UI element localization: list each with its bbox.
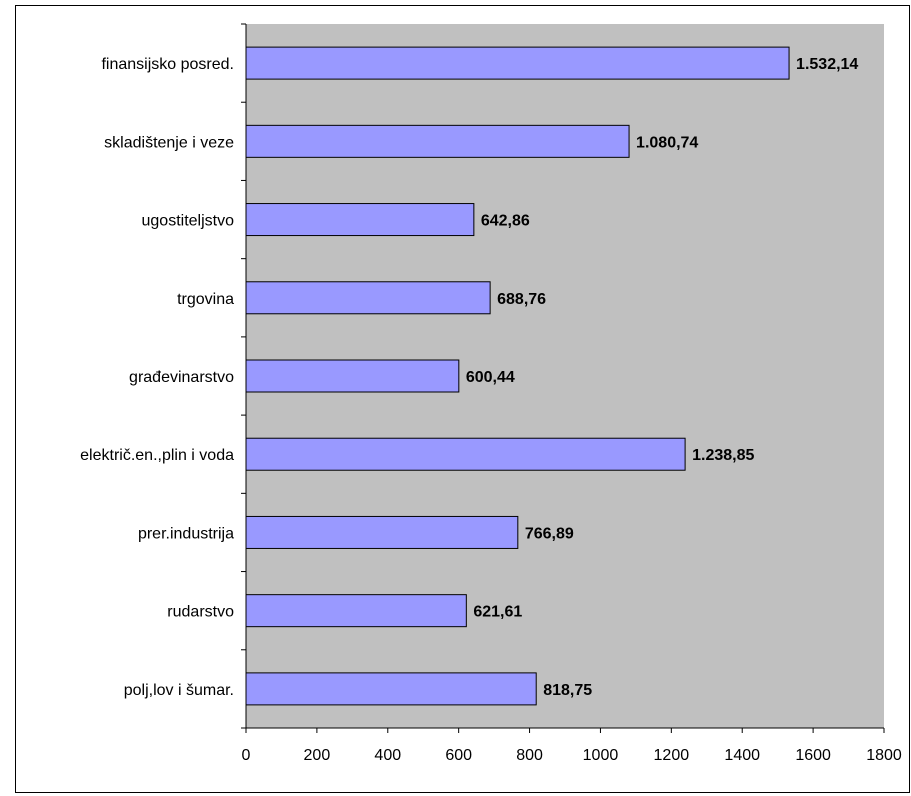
category-label: finansijsko posred. [101,56,234,73]
category-label: građevinarstvo [129,369,234,386]
value-label: 818,75 [543,682,592,699]
bar [245,46,790,80]
value-label: 1.080,74 [636,134,698,151]
x-tick-label: 1000 [583,747,619,764]
category-label: skladištenje i veze [104,134,234,151]
x-tick-label: 400 [374,747,401,764]
bar [245,594,467,628]
value-label: 642,86 [481,213,530,230]
x-tick-label: 1400 [724,747,760,764]
value-label: 621,61 [473,604,522,621]
bar [245,359,460,393]
x-tick-label: 1600 [795,747,831,764]
bar [245,515,519,549]
value-label: 1.238,85 [692,447,754,464]
bar [245,281,491,315]
bar [245,124,630,158]
value-label: 600,44 [466,369,515,386]
x-tick-label: 1800 [866,747,902,764]
x-tick-label: 200 [304,747,331,764]
category-label: polj,lov i šumar. [124,682,234,699]
category-label: trgovina [177,291,234,308]
category-label: prer.industrija [138,525,234,542]
category-label: ugostiteljstvo [142,213,235,230]
category-label: rudarstvo [167,604,234,621]
bar [245,672,537,706]
value-label: 766,89 [525,525,574,542]
category-label: električ.en.,plin i voda [80,447,234,464]
bar [245,437,686,471]
x-tick-label: 1200 [654,747,690,764]
x-tick-label: 0 [242,747,251,764]
x-tick-label: 600 [445,747,472,764]
value-label: 688,76 [497,291,546,308]
bar [245,203,475,237]
value-label: 1.532,14 [796,56,858,73]
chart-frame: 0 200 400 600 800 1000 1200 1400 1600 1800 finansi… [15,5,910,793]
bar-chart: 0 200 400 600 800 1000 1200 1400 1600 1800 finansi… [80,23,902,764]
x-tick-label: 800 [516,747,543,764]
